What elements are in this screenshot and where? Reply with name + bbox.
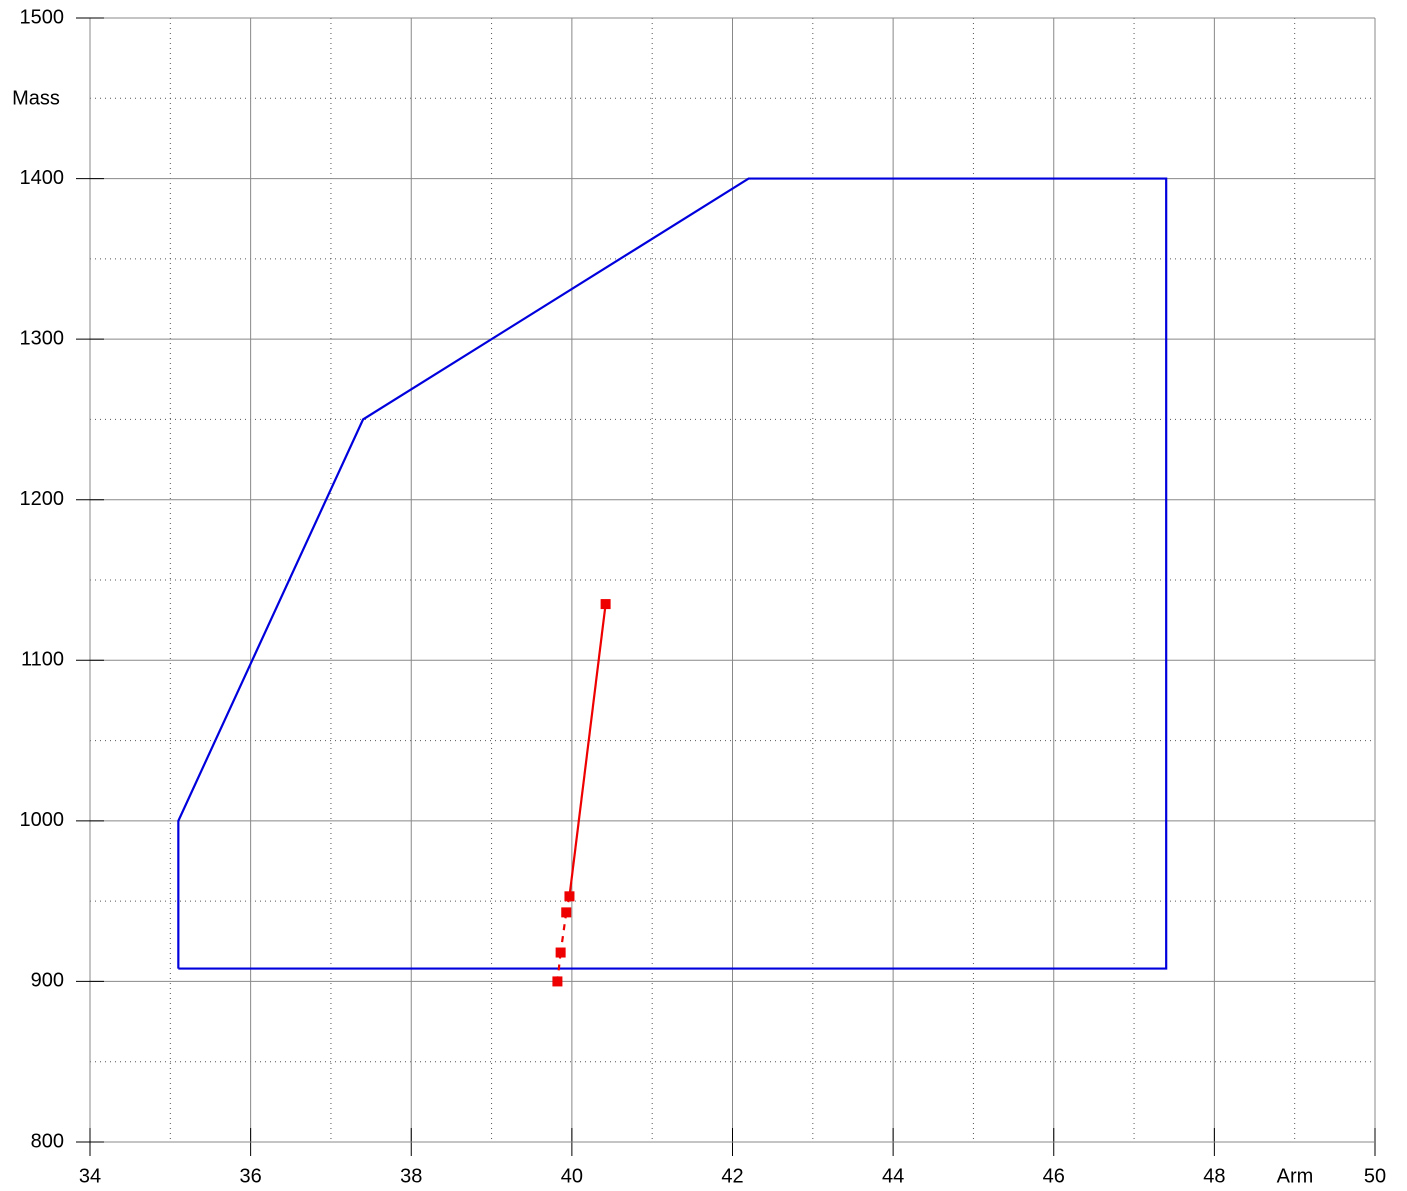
y-tick-label: 1400 [20, 167, 65, 189]
y-tick-label: 800 [31, 1130, 64, 1152]
x-tick-label: 38 [400, 1165, 422, 1187]
envelope [177, 177, 1168, 970]
point [552, 976, 563, 987]
x-tick-label: 50 [1364, 1165, 1386, 1187]
x-tick-label: 48 [1203, 1165, 1225, 1187]
y-tick-label: 1200 [20, 488, 65, 510]
y-tick-label: 1300 [20, 327, 65, 349]
y-tick-label: 900 [31, 970, 64, 992]
y-tick-label: 1100 [21, 649, 64, 671]
x-axis-label: Arm [1277, 1165, 1314, 1187]
line-segment [568, 603, 607, 897]
y-axis-label: Mass [12, 87, 60, 109]
point [561, 907, 572, 918]
x-tick-label: 42 [721, 1165, 743, 1187]
point [564, 891, 575, 902]
x-tick-label: 36 [240, 1165, 262, 1187]
y-tick-label: 1000 [20, 809, 65, 831]
point [600, 599, 611, 610]
x-tick-label: 40 [561, 1165, 583, 1187]
x-tick-label: 46 [1043, 1165, 1065, 1187]
x-tick-label: 34 [79, 1165, 101, 1187]
point [555, 947, 566, 958]
y-tick-label: 1500 [20, 6, 65, 28]
x-tick-label: 44 [882, 1165, 904, 1187]
line-segment [559, 912, 568, 953]
